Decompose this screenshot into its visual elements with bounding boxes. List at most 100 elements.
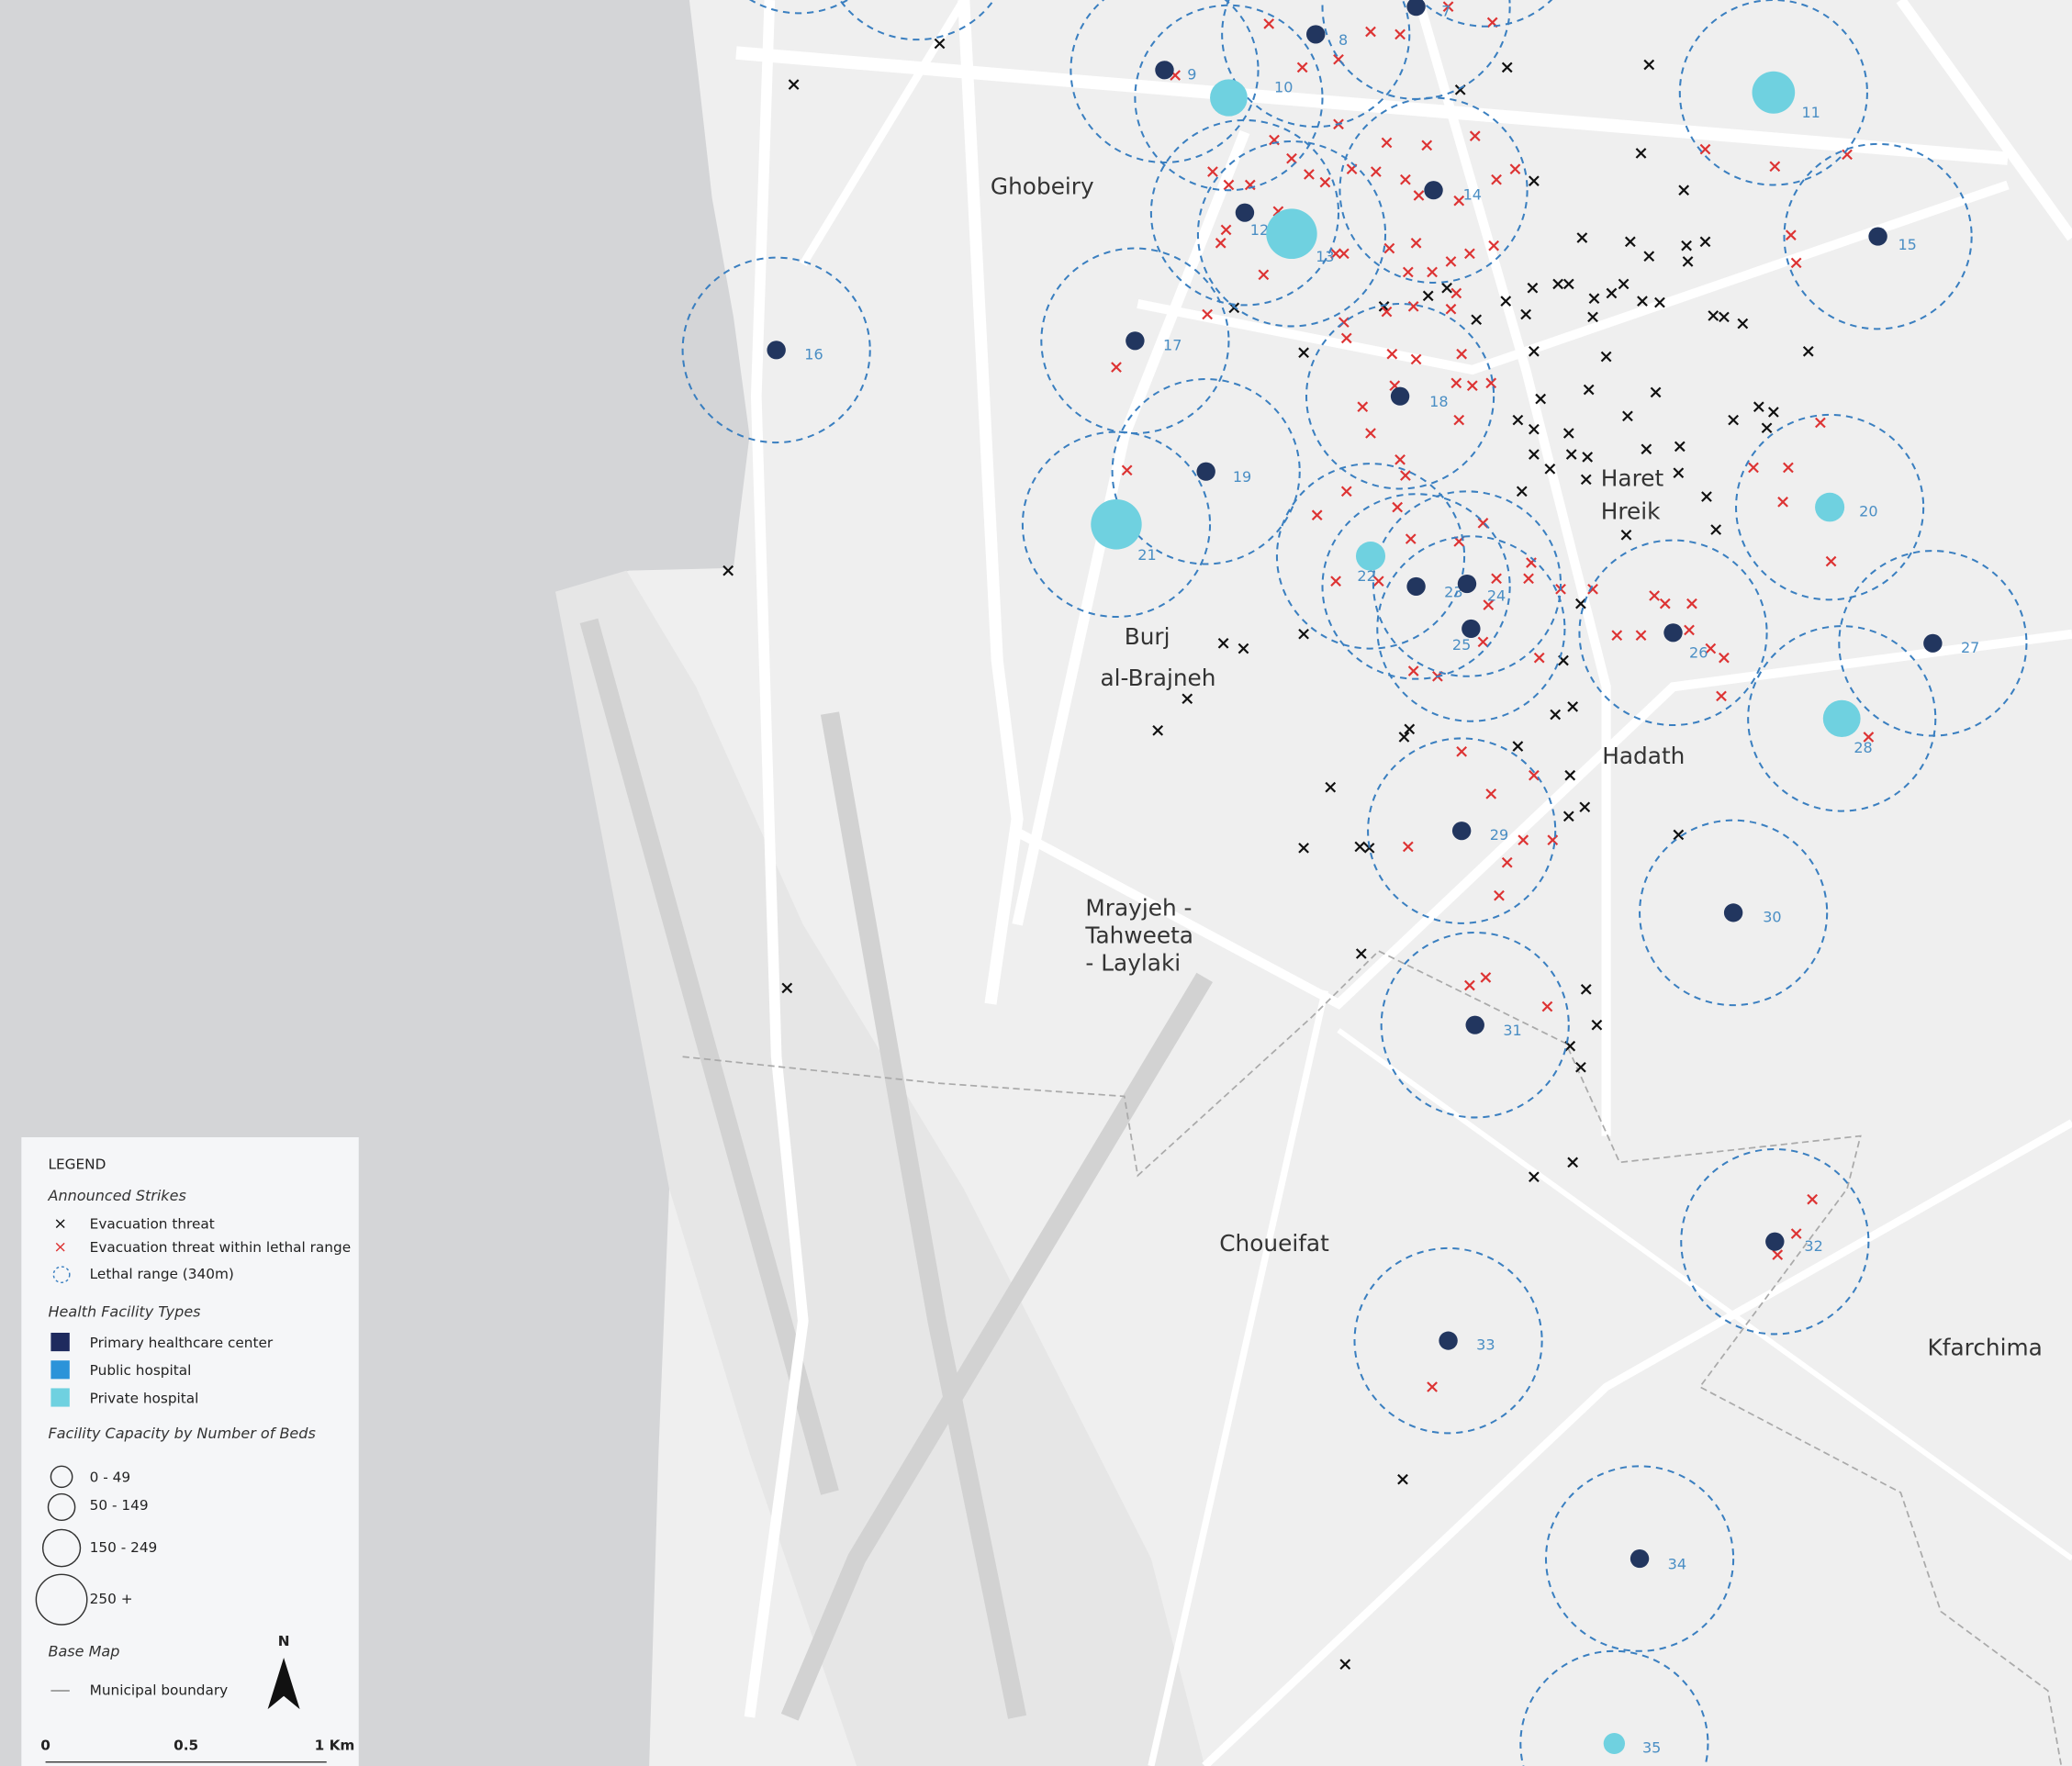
lethal-range — [1372, 490, 1562, 677]
strike — [1678, 184, 1690, 196]
strike — [1541, 1000, 1553, 1012]
lethal-range — [1838, 550, 2028, 737]
facility-label: 23 — [1444, 584, 1462, 601]
lethal-range — [1680, 1147, 1870, 1336]
strike — [1684, 624, 1695, 636]
facility — [1355, 542, 1386, 571]
runway — [780, 972, 1213, 1721]
strike — [1807, 1193, 1819, 1205]
facility-label: 20 — [1859, 503, 1877, 520]
strike — [1769, 161, 1781, 173]
strike — [1565, 449, 1577, 460]
facility — [1752, 71, 1796, 114]
strike — [1716, 690, 1727, 702]
lethal-range — [838, 0, 995, 41]
legend-item: 0 - 49 — [90, 1470, 130, 1486]
strike — [1591, 1019, 1603, 1031]
facility-label: 26 — [1689, 644, 1708, 662]
strike — [1111, 362, 1122, 373]
north-label: N — [278, 1633, 290, 1649]
facility-label: 22 — [1357, 567, 1375, 585]
place-name: Ghobeiry — [991, 173, 1094, 200]
strike — [1552, 278, 1564, 290]
facility-label: 32 — [1804, 1237, 1822, 1255]
strike — [1413, 190, 1425, 201]
facility — [1451, 822, 1472, 841]
strike — [1673, 467, 1685, 478]
strike — [1258, 269, 1270, 281]
strike — [1641, 443, 1652, 455]
legend: LEGEND Announced Strikes × Evacuation th… — [21, 1137, 359, 1766]
facility-label: 7 — [1441, 2, 1450, 19]
strike — [1357, 401, 1369, 413]
strike — [1220, 224, 1232, 236]
airport — [555, 570, 1205, 1766]
strike — [1523, 573, 1534, 585]
road — [1202, 1119, 2072, 1766]
swatch — [50, 1360, 70, 1380]
strike — [1410, 353, 1422, 365]
strike — [1378, 301, 1390, 312]
facility-label: 31 — [1503, 1022, 1521, 1039]
strike — [1681, 240, 1692, 251]
facility — [1439, 1331, 1458, 1350]
facility — [1868, 227, 1887, 246]
strike — [1394, 28, 1406, 40]
lethal-range — [1376, 535, 1566, 722]
strike — [1397, 1473, 1408, 1485]
strike — [1649, 590, 1660, 601]
strike — [1494, 889, 1505, 901]
strike — [1544, 464, 1556, 475]
facility — [1923, 633, 1943, 653]
strike — [1450, 377, 1462, 389]
strike — [1643, 59, 1655, 71]
strike — [1298, 843, 1309, 854]
strike — [1381, 137, 1393, 149]
legend-item: Municipal boundary — [90, 1682, 228, 1698]
strike — [1464, 979, 1475, 991]
strike — [1400, 470, 1411, 481]
strike — [1319, 176, 1331, 188]
facility — [1155, 61, 1174, 80]
strike — [1790, 1228, 1802, 1239]
facility-label: 18 — [1429, 393, 1448, 410]
strike — [1398, 732, 1410, 743]
runway — [820, 711, 1027, 1719]
municipal-boundary — [682, 950, 2063, 1766]
lethal-range — [1380, 931, 1570, 1119]
lethal-ranges — [681, 0, 2028, 1766]
lethal-range — [1338, 96, 1529, 284]
strike — [1686, 598, 1697, 609]
strike — [1207, 166, 1218, 177]
legend-box — [21, 1137, 359, 1766]
strike — [1767, 407, 1779, 418]
road — [800, 0, 968, 267]
road — [958, 0, 1024, 1005]
strike — [1701, 491, 1712, 502]
strike — [1550, 709, 1562, 721]
lethal-range — [1305, 302, 1495, 490]
strike — [1182, 693, 1193, 705]
strike — [1238, 643, 1249, 654]
strike — [1427, 1381, 1438, 1392]
strike — [1330, 248, 1341, 260]
strike — [1622, 410, 1633, 422]
facility — [1765, 1232, 1785, 1251]
strike — [1386, 348, 1398, 360]
lethal-range — [1418, 0, 1553, 28]
strike — [1464, 248, 1475, 260]
facility-label: 25 — [1452, 636, 1471, 654]
facility — [1457, 574, 1477, 594]
strike — [1381, 306, 1393, 318]
place-name: Tahweeta — [1084, 922, 1193, 949]
facility-label: 15 — [1898, 236, 1916, 253]
place-name: al-Brajneh — [1100, 665, 1215, 691]
lethal-range — [1111, 377, 1301, 565]
strike — [1588, 293, 1600, 305]
place-name: Hreik — [1601, 498, 1661, 525]
facility-label: 35 — [1642, 1739, 1661, 1757]
facility — [1266, 208, 1317, 260]
facility-label: 12 — [1250, 221, 1269, 239]
strike — [1410, 237, 1422, 249]
